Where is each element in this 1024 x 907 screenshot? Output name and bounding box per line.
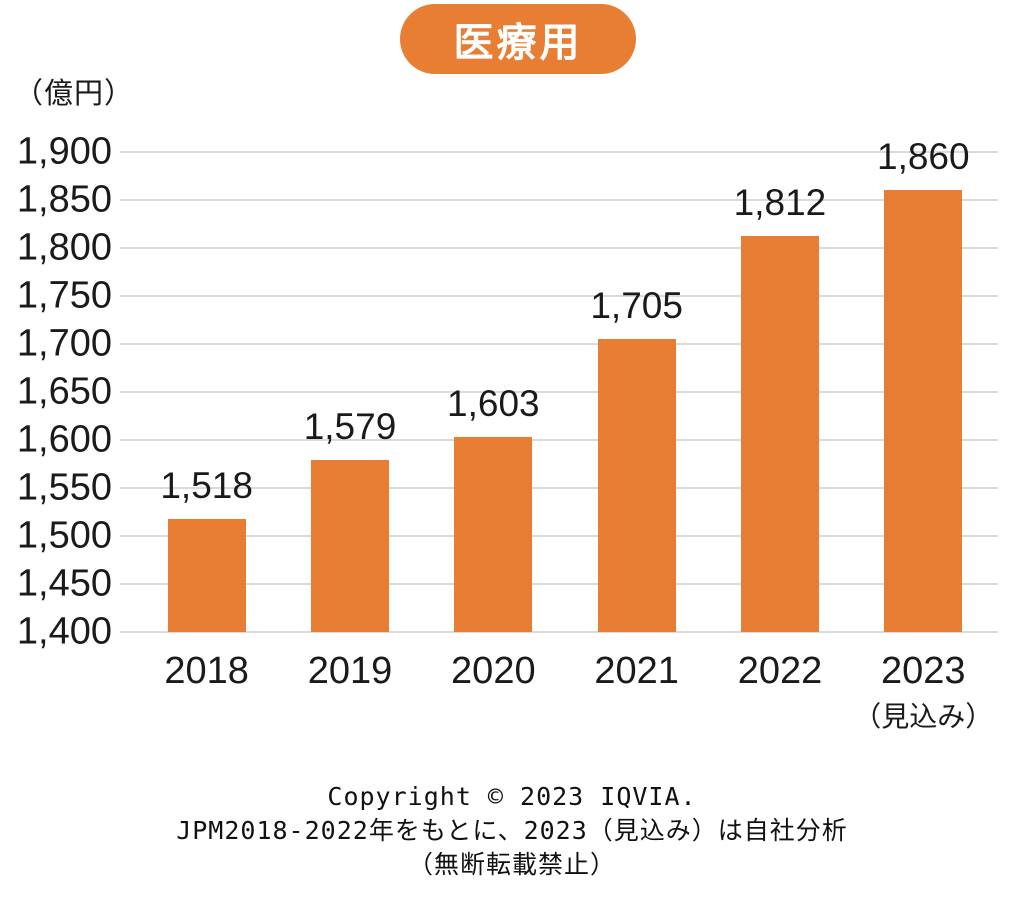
bar-slot-2021: 1,705 xyxy=(565,152,708,632)
x-axis-year-2022: 2022 xyxy=(737,650,823,692)
x-axis-year-2023: 2023 xyxy=(881,650,966,692)
y-axis-unit-label: （億円） xyxy=(14,78,135,110)
plot-area xyxy=(120,151,998,633)
bar-2022 xyxy=(740,236,819,632)
bar-series: 1,518 1,579 1,603 1,705 1,812 1,860 xyxy=(135,136,995,632)
y-axis-tick-label: 1,750 xyxy=(16,274,112,317)
bar-value-label-2023: 1,860 xyxy=(877,136,970,178)
gridline xyxy=(120,295,998,297)
y-axis-tick-label: 1,550 xyxy=(16,466,112,509)
y-axis-tick-label: 1,400 xyxy=(16,610,112,653)
gridline xyxy=(120,247,998,249)
bar-slot-2023: 1,860 xyxy=(852,136,995,632)
gridline xyxy=(120,535,998,537)
x-axis-label-2023: 2023 （見込み） xyxy=(852,650,995,735)
x-axis-label-2018: 2018 xyxy=(135,650,278,735)
y-axis: 1,400 1,450 1,500 1,550 1,600 1,650 1,700 1,750… xyxy=(0,131,112,653)
x-axis-year-2018: 2018 xyxy=(164,650,249,692)
bar-value-label-2022: 1,812 xyxy=(733,182,827,224)
x-axis-label-2019: 2019 xyxy=(278,650,421,735)
bar-2018 xyxy=(167,518,246,632)
x-axis-year-2020: 2020 xyxy=(451,650,536,692)
copyright-line-3: （無断転載禁止） xyxy=(407,850,616,879)
y-axis-tick-label: 1,450 xyxy=(16,562,112,605)
x-axis-sublabel-2023: （見込み） xyxy=(853,701,994,732)
copyright-line-1: Copyright © 2023 IQVIA. xyxy=(327,782,697,811)
gridline xyxy=(120,583,998,585)
bar-value-label-2018: 1,518 xyxy=(160,464,253,506)
copyright-line-2: JPM2018-2022年をもとに、2023（見込み）は自社分析 xyxy=(176,816,848,845)
x-axis-year-2021: 2021 xyxy=(594,650,679,692)
x-axis-label-2020: 2020 xyxy=(422,650,565,735)
copyright-note: Copyright © 2023 IQVIA. JPM2018-2022年をもと… xyxy=(0,780,1024,882)
x-axis-label-2022: 2022 xyxy=(708,650,851,735)
x-axis-label-2021: 2021 xyxy=(565,650,708,735)
bar-value-label-2019: 1,579 xyxy=(303,406,397,448)
bar-slot-2019: 1,579 xyxy=(278,152,421,632)
y-axis-tick-label: 1,500 xyxy=(16,514,112,557)
chart-title-badge: 医療用 xyxy=(400,4,636,74)
gridline xyxy=(120,391,998,393)
bar-2021 xyxy=(597,339,676,632)
bar-value-label-2021: 1,705 xyxy=(590,285,683,327)
gridline xyxy=(120,343,998,345)
bar-slot-2022: 1,812 xyxy=(708,152,851,632)
bar-2020 xyxy=(454,437,533,632)
x-axis: 2018 2019 2020 2021 2022 2023 （見込み） xyxy=(135,650,995,735)
bar-slot-2020: 1,603 xyxy=(422,152,565,632)
chart-title: 医療用 xyxy=(453,21,583,65)
bar-slot-2018: 1,518 xyxy=(135,152,278,632)
gridline xyxy=(120,631,998,633)
y-axis-tick-label: 1,700 xyxy=(16,322,112,365)
gridline xyxy=(120,439,998,441)
y-axis-tick-label: 1,650 xyxy=(16,370,112,413)
y-axis-tick-label: 1,900 xyxy=(16,130,112,173)
gridline xyxy=(120,151,998,153)
y-axis-tick-label: 1,850 xyxy=(16,178,112,221)
x-axis-year-2019: 2019 xyxy=(307,650,393,692)
bar-2023 xyxy=(884,190,963,632)
gridline xyxy=(120,199,998,201)
y-axis-tick-label: 1,800 xyxy=(16,226,112,269)
y-axis-tick-label: 1,600 xyxy=(16,418,112,461)
gridline xyxy=(120,487,998,489)
bar-2019 xyxy=(310,460,389,632)
bar-value-label-2020: 1,603 xyxy=(447,383,540,425)
